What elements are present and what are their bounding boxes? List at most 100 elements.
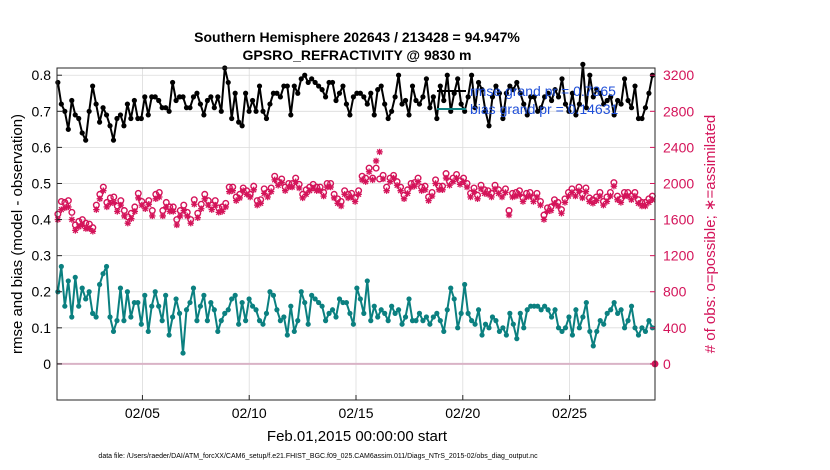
rmse-point <box>642 105 649 111</box>
rmse-point <box>465 94 471 100</box>
bias-point <box>76 303 82 309</box>
rmse-point <box>218 108 224 114</box>
obs-assimilated-point <box>397 187 404 194</box>
bias-point <box>107 314 113 320</box>
rmse-point <box>399 101 405 107</box>
rmse-point <box>486 123 492 129</box>
rmse-point <box>482 108 489 114</box>
obs-possible-point <box>64 197 72 205</box>
obs-assimilated-point <box>271 176 278 184</box>
rmse-point <box>256 83 263 89</box>
bias-point <box>298 289 304 295</box>
rmse-point <box>79 130 85 136</box>
rmse-point <box>521 101 527 107</box>
series-bias <box>55 263 655 356</box>
bias-point <box>416 310 423 316</box>
rmse-point <box>69 97 75 104</box>
bias-point <box>183 307 190 313</box>
bias-point <box>291 328 297 335</box>
bias-point <box>65 278 71 284</box>
rmse-point <box>562 101 569 107</box>
rmse-point <box>55 79 61 86</box>
obs-assimilated-point <box>166 208 173 215</box>
bias-point <box>170 314 176 320</box>
bias-point <box>576 325 582 331</box>
bias-point <box>510 321 516 327</box>
obs-assimilated-point <box>586 198 593 205</box>
obs-assimilated-point <box>491 185 499 193</box>
rmse-point <box>531 94 537 100</box>
rmse-point <box>58 101 64 107</box>
rmse-point <box>110 137 117 143</box>
obs-assimilated-point <box>614 196 621 203</box>
bias-point <box>493 318 499 324</box>
bias-point <box>503 332 509 338</box>
rmse-point <box>267 101 273 107</box>
series-obs-assimilated <box>54 148 656 235</box>
bias-point <box>302 299 308 306</box>
bias-point <box>538 307 544 313</box>
rmse-point <box>611 112 617 118</box>
obs-assimilated-point <box>117 201 125 209</box>
obs-assimilated-point <box>344 194 352 202</box>
obs-assimilated-point <box>355 191 362 198</box>
bias-point <box>611 299 617 306</box>
obs-assimilated-point <box>358 176 366 184</box>
bias-point <box>263 310 270 316</box>
bias-point <box>628 303 635 309</box>
bias-point <box>90 310 96 316</box>
chart-title-line1: Southern Hemisphere 202643 / 213428 = 94… <box>194 29 520 45</box>
obs-assimilated-point <box>110 199 118 206</box>
rmse-point <box>312 79 318 86</box>
bias-point <box>239 299 245 306</box>
x-tick-label: 02/25 <box>552 405 587 421</box>
rmse-point <box>187 105 193 111</box>
rmse-point <box>625 97 631 104</box>
rmse-point <box>322 94 329 100</box>
bias-point <box>159 318 165 324</box>
bias-point <box>521 325 527 331</box>
obs-possible-point <box>68 208 76 216</box>
obs-assimilated-point <box>334 200 341 207</box>
obs-assimilated-point <box>544 208 551 215</box>
rmse-point <box>142 94 148 100</box>
rmse-point <box>232 90 238 96</box>
obs-assimilated-point <box>156 193 163 201</box>
bias-point <box>625 318 631 324</box>
bias-point <box>479 332 485 338</box>
bias-point <box>434 310 440 316</box>
rmse-point <box>503 90 509 96</box>
rmse-point <box>395 72 402 78</box>
obs-assimilated-point <box>229 187 236 194</box>
obs-assimilated-point <box>267 188 275 195</box>
bias-point <box>72 274 78 280</box>
obs-assimilated-point <box>306 187 313 194</box>
rmse-point <box>548 97 555 104</box>
obs-assimilated-point <box>250 186 257 193</box>
bias-point <box>375 314 381 320</box>
rmse-point <box>246 108 252 114</box>
obs-assimilated-point <box>432 180 439 187</box>
obs-assimilated-point <box>575 187 583 194</box>
rmse-point <box>566 108 572 114</box>
bias-point <box>486 325 492 331</box>
rmse-point <box>145 112 151 118</box>
rmse-point <box>472 105 478 111</box>
obs-assimilated-point <box>212 201 219 209</box>
obs-assimilated-point <box>131 208 139 215</box>
bias-point <box>395 307 402 313</box>
bias-point <box>83 296 89 302</box>
right-tick-label: 0 <box>663 356 671 372</box>
rmse-point <box>444 72 450 78</box>
rmse-point <box>62 108 68 114</box>
bias-point <box>103 263 110 270</box>
left-tick-label: 0.6 <box>32 139 52 155</box>
bias-point <box>274 307 280 313</box>
rmse-point <box>229 115 235 122</box>
bias-point <box>281 314 287 320</box>
obs-assimilated-point <box>128 215 135 222</box>
bias-point <box>347 310 353 316</box>
obs-assimilated-point <box>278 179 285 186</box>
obs-assimilated-point <box>579 194 586 202</box>
